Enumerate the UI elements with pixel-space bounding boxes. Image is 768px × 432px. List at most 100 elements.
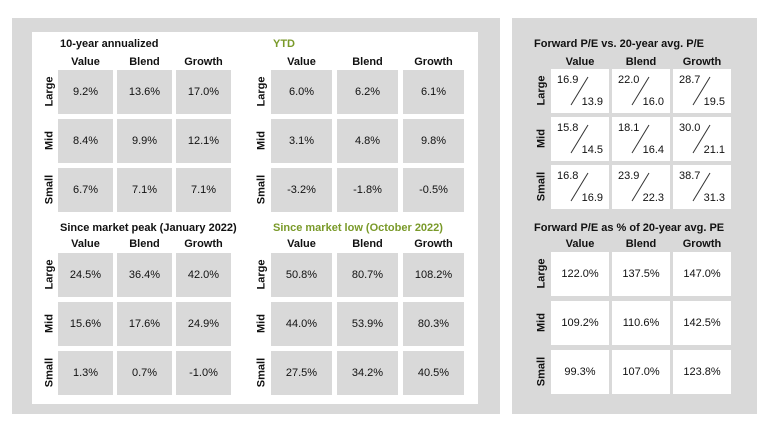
pe-current-value: 22.0 bbox=[618, 74, 640, 86]
pe-pct-title: Forward P/E as % of 20-year avg. PE bbox=[534, 222, 725, 234]
pe-cell: 16.8 16.9 bbox=[551, 165, 609, 209]
since-peak-col-header: Blend bbox=[129, 238, 160, 250]
since-peak-col-header: Growth bbox=[184, 238, 223, 250]
pe-average-value: 13.9 bbox=[581, 96, 603, 108]
since-low-row-label: Large bbox=[255, 259, 268, 290]
pe-current-value: 30.0 bbox=[679, 122, 701, 134]
pe-pct-cell: 122.0% bbox=[551, 252, 609, 296]
diagonal-divider bbox=[570, 172, 589, 202]
diagonal-divider bbox=[631, 172, 650, 202]
pe-cell: 23.9 22.3 bbox=[612, 165, 670, 209]
since-low-cell: 34.2% bbox=[337, 351, 398, 395]
ytd-cell: -0.5% bbox=[403, 168, 464, 212]
ten-year-cell: 7.1% bbox=[176, 168, 231, 212]
pe-row-label: Mid bbox=[535, 129, 548, 148]
since-low-cell: 108.2% bbox=[403, 253, 464, 297]
ten-year-cell: 9.2% bbox=[58, 70, 113, 114]
pe-cell: 16.9 13.9 bbox=[551, 69, 609, 113]
ten-year-title: 10-year annualized bbox=[60, 38, 159, 50]
ten-year-cell: 8.4% bbox=[58, 119, 113, 163]
ten-year-col-header: Value bbox=[71, 56, 100, 68]
pe-pct-row-label: Large bbox=[535, 258, 548, 289]
since-low-row-label: Mid bbox=[255, 314, 268, 333]
diagonal-divider bbox=[570, 124, 589, 154]
since-low-title: Since market low (October 2022) bbox=[273, 222, 443, 234]
since-low-cell: 53.9% bbox=[337, 302, 398, 346]
since-peak-row-label: Large bbox=[43, 259, 56, 290]
ten-year-col-header: Blend bbox=[129, 56, 160, 68]
since-peak-cell: 1.3% bbox=[58, 351, 113, 395]
since-peak-col-header: Value bbox=[71, 238, 100, 250]
pe-col-header: Value bbox=[565, 56, 595, 68]
ytd-cell: 4.8% bbox=[337, 119, 398, 163]
pe-current-value: 16.9 bbox=[557, 74, 579, 86]
pe-pct-cell: 109.2% bbox=[551, 301, 609, 345]
pe-cell: 28.7 19.5 bbox=[673, 69, 731, 113]
ytd-col-header: Blend bbox=[352, 56, 383, 68]
pe-cell: 22.0 16.0 bbox=[612, 69, 670, 113]
ytd-cell: 3.1% bbox=[271, 119, 332, 163]
ytd-cell: 9.8% bbox=[403, 119, 464, 163]
ytd-cell: -3.2% bbox=[271, 168, 332, 212]
since-low-col-header: Value bbox=[287, 238, 316, 250]
ytd-cell: 6.2% bbox=[337, 70, 398, 114]
ytd-col-header: Value bbox=[287, 56, 316, 68]
pe-average-value: 31.3 bbox=[703, 192, 725, 204]
pe-pct-row-label: Mid bbox=[535, 313, 548, 332]
ten-year-cell: 13.6% bbox=[117, 70, 172, 114]
diagonal-divider bbox=[631, 124, 650, 154]
since-peak-cell: 17.6% bbox=[117, 302, 172, 346]
pe-current-value: 18.1 bbox=[618, 122, 640, 134]
ytd-row-label: Large bbox=[255, 76, 268, 107]
ten-year-cell: 7.1% bbox=[117, 168, 172, 212]
since-peak-cell: -1.0% bbox=[176, 351, 231, 395]
pe-pct-cell: 110.6% bbox=[612, 301, 670, 345]
pe-row-label: Small bbox=[535, 171, 548, 202]
ten-year-row-label: Mid bbox=[43, 131, 56, 150]
diagonal-divider bbox=[692, 76, 711, 106]
pe-pct-cell: 123.8% bbox=[673, 350, 731, 394]
since-peak-cell: 0.7% bbox=[117, 351, 172, 395]
since-low-cell: 44.0% bbox=[271, 302, 332, 346]
diagonal-divider bbox=[692, 172, 711, 202]
since-peak-row-label: Mid bbox=[43, 314, 56, 333]
pe-pct-cell: 99.3% bbox=[551, 350, 609, 394]
ten-year-cell: 17.0% bbox=[176, 70, 231, 114]
pe-average-value: 22.3 bbox=[642, 192, 664, 204]
pe-average-value: 14.5 bbox=[581, 144, 603, 156]
pe-pct-col-header: Growth bbox=[682, 238, 722, 250]
ten-year-cell: 6.7% bbox=[58, 168, 113, 212]
pe-pct-col-header: Value bbox=[565, 238, 595, 250]
pe-current-value: 23.9 bbox=[618, 170, 640, 182]
pe-current-value: 15.8 bbox=[557, 122, 579, 134]
since-low-cell: 27.5% bbox=[271, 351, 332, 395]
since-peak-cell: 15.6% bbox=[58, 302, 113, 346]
since-low-cell: 40.5% bbox=[403, 351, 464, 395]
since-low-cell: 80.3% bbox=[403, 302, 464, 346]
since-peak-row-label: Small bbox=[43, 357, 56, 388]
pe-pct-row-label: Small bbox=[535, 356, 548, 387]
ten-year-cell: 9.9% bbox=[117, 119, 172, 163]
since-low-col-header: Blend bbox=[352, 238, 383, 250]
pe-average-value: 21.1 bbox=[703, 144, 725, 156]
pe-pct-cell: 142.5% bbox=[673, 301, 731, 345]
ytd-cell: -1.8% bbox=[337, 168, 398, 212]
pe-pct-col-header: Blend bbox=[625, 238, 657, 250]
since-low-col-header: Growth bbox=[414, 238, 453, 250]
ten-year-row-label: Small bbox=[43, 174, 56, 205]
pe-title: Forward P/E vs. 20-year avg. P/E bbox=[534, 38, 704, 50]
pe-pct-cell: 107.0% bbox=[612, 350, 670, 394]
ytd-title: YTD bbox=[273, 38, 295, 50]
diagonal-divider bbox=[631, 76, 650, 106]
ten-year-cell: 12.1% bbox=[176, 119, 231, 163]
since-peak-cell: 36.4% bbox=[117, 253, 172, 297]
pe-cell: 15.8 14.5 bbox=[551, 117, 609, 161]
pe-average-value: 19.5 bbox=[703, 96, 725, 108]
pe-average-value: 16.0 bbox=[642, 96, 664, 108]
pe-current-value: 28.7 bbox=[679, 74, 701, 86]
pe-pct-cell: 137.5% bbox=[612, 252, 670, 296]
pe-average-value: 16.4 bbox=[642, 144, 664, 156]
since-low-row-label: Small bbox=[255, 357, 268, 388]
pe-average-value: 16.9 bbox=[581, 192, 603, 204]
ten-year-col-header: Growth bbox=[184, 56, 223, 68]
